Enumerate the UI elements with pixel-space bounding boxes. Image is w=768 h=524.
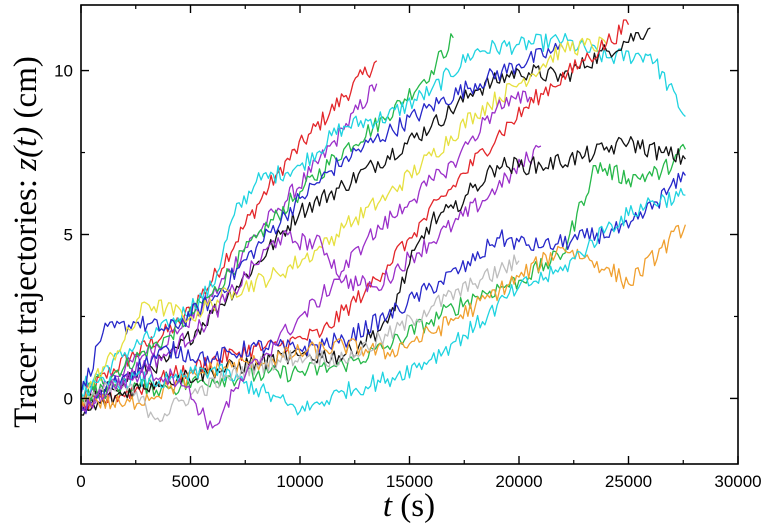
x-tick-label: 25000 [605,472,652,491]
x-axis-title: t (s) [383,488,435,524]
ticks-layer [80,5,739,464]
x-tick-label: 30000 [714,472,761,491]
y-axis-title-variable: z(t) [8,127,44,172]
x-tick-label: 10000 [276,472,323,491]
trajectory-line-14 [81,187,686,416]
trajectory-line-6 [81,42,564,396]
trajectory-line-2 [81,83,378,406]
y-tick-label: 5 [64,226,73,245]
plot-frame [80,4,739,465]
trajectory-line-13 [81,224,687,410]
y-tick-label: 0 [64,389,73,408]
trajectory-line-15 [81,254,520,423]
trajectory-line-16 [81,90,531,430]
x-axis-title-variable: t [383,488,393,524]
y-tick-label: 10 [54,62,73,81]
trajectory-line-12 [81,171,686,414]
trajectory-line-5 [81,27,651,411]
trajectory-line-1 [81,60,378,401]
trajectory-line-9 [81,144,542,415]
tick-labels: 0 5000 10000 15000 20000 25000 30000 0 5 10 [54,62,762,491]
x-tick-label: 0 [76,472,85,491]
trajectory-line-3 [81,33,454,393]
x-tick-label: 20000 [495,472,542,491]
y-axis-title: Tracer trajectories: z(t) (cm) [8,56,44,428]
x-tick-label: 5000 [172,472,210,491]
trajectory-line-7 [81,36,608,402]
trajectory-line-10 [81,143,686,403]
trajectory-line-11 [81,136,686,416]
x-tick-label: 15000 [386,472,433,491]
series-layer [81,19,687,430]
